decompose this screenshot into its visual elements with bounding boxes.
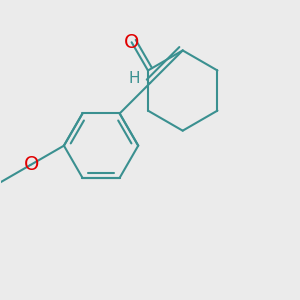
Text: O: O [24,155,40,175]
Text: H: H [128,71,140,86]
Text: O: O [124,33,139,52]
